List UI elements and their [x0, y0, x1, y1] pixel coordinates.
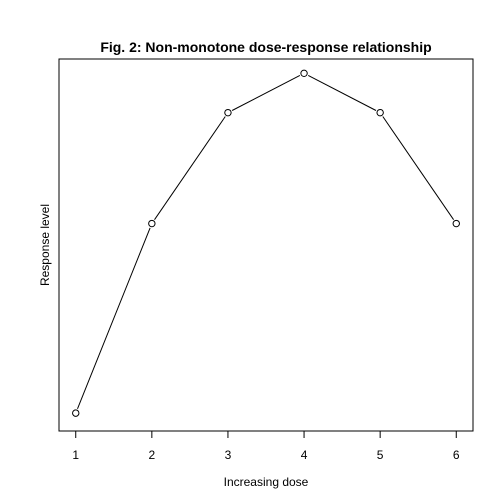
- y-axis-label: Response level: [38, 204, 52, 286]
- data-point: [148, 219, 156, 228]
- series-segment: [77, 227, 151, 409]
- data-point: [72, 409, 80, 417]
- x-tick-label: 4: [301, 448, 308, 462]
- series-segment: [307, 75, 377, 111]
- x-tick-label: 3: [225, 448, 232, 462]
- data-point: [452, 219, 460, 228]
- x-tick-label: 1: [72, 448, 79, 462]
- series-segment: [154, 116, 226, 220]
- x-tick-label: 6: [453, 448, 460, 462]
- x-axis-label: Increasing dose: [224, 475, 309, 489]
- x-tick-label: 2: [149, 448, 156, 462]
- x-tick-label: 5: [377, 448, 384, 462]
- data-point: [376, 108, 384, 117]
- data-point: [224, 108, 232, 117]
- series-segment: [231, 75, 301, 111]
- series-line: [72, 69, 460, 417]
- chart-title: Fig. 2: Non-monotone dose-response relat…: [100, 39, 431, 55]
- x-axis: 1 2 3 4 5 6: [72, 430, 460, 462]
- series-segment: [382, 116, 455, 220]
- plot-frame: [58, 58, 474, 432]
- data-point: [300, 69, 308, 78]
